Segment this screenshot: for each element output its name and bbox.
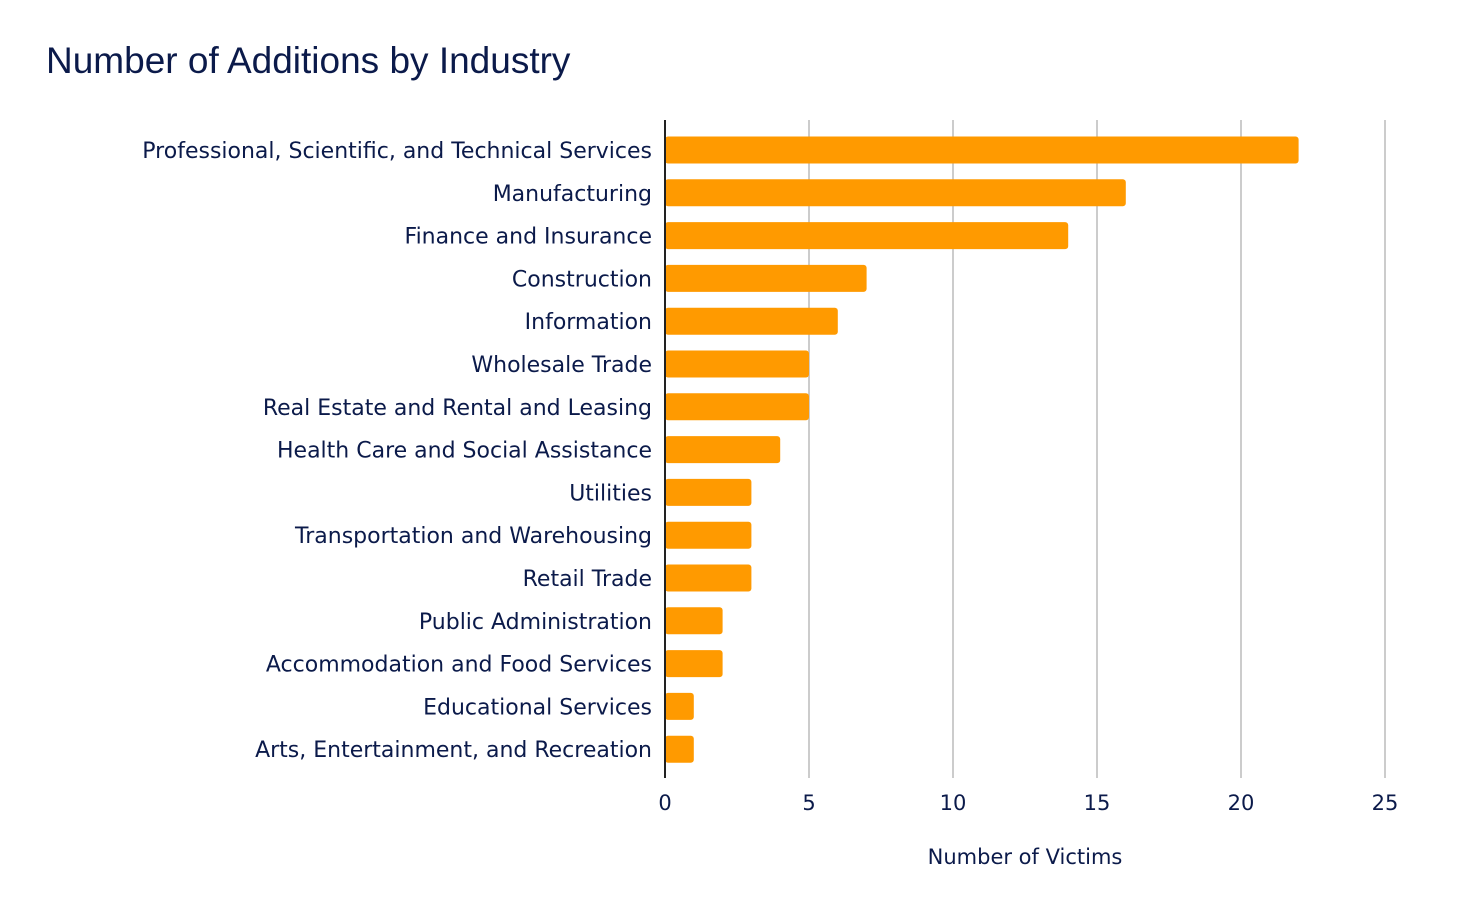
category-label: Wholesale Trade <box>471 353 652 378</box>
bar <box>665 179 1126 207</box>
x-tick-labels: 0 5 10 15 20 25 <box>658 791 1398 815</box>
category-label: Accommodation and Food Services <box>266 653 652 678</box>
x-tick-label: 15 <box>1084 791 1111 815</box>
category-label: Construction <box>512 267 652 292</box>
x-tick-label: 0 <box>658 791 671 815</box>
chart-title: Number of Additions by Industry <box>46 40 571 81</box>
category-label: Utilities <box>569 481 652 506</box>
bars <box>665 136 1299 763</box>
bar <box>665 521 752 549</box>
category-label: Real Estate and Rental and Leasing <box>263 396 652 421</box>
bar <box>665 222 1069 250</box>
category-label: Transportation and Warehousing <box>294 524 652 549</box>
bar <box>665 735 694 763</box>
gridlines <box>808 120 1386 778</box>
bar <box>665 436 781 464</box>
bar <box>665 478 752 506</box>
category-label: Retail Trade <box>523 567 652 592</box>
category-label: Manufacturing <box>493 182 652 207</box>
category-label: Health Care and Social Assistance <box>277 439 652 464</box>
bar <box>665 307 838 335</box>
category-label: Information <box>525 310 652 335</box>
category-label: Professional, Scientific, and Technical … <box>142 139 652 164</box>
x-tick-label: 5 <box>802 791 815 815</box>
bar <box>665 650 723 678</box>
category-labels: Professional, Scientific, and Technical … <box>142 139 652 763</box>
category-label: Finance and Insurance <box>405 225 652 250</box>
bar <box>665 264 867 292</box>
x-tick-label: 20 <box>1228 791 1255 815</box>
x-tick-label: 10 <box>940 791 967 815</box>
bar <box>665 692 694 720</box>
bar <box>665 350 809 378</box>
x-tick-label: 25 <box>1372 791 1399 815</box>
x-axis-title: Number of Victims <box>928 845 1123 869</box>
category-label: Public Administration <box>419 610 652 635</box>
bar <box>665 564 752 592</box>
bar <box>665 393 809 421</box>
category-label: Arts, Entertainment, and Recreation <box>255 738 652 763</box>
category-label: Educational Services <box>423 695 652 720</box>
bar <box>665 136 1299 164</box>
bar <box>665 607 723 635</box>
